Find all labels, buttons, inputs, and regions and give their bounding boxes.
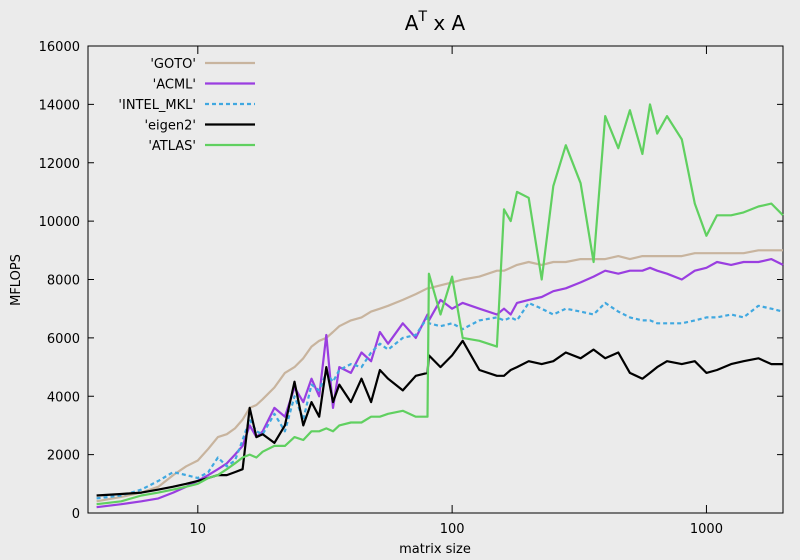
y-tick-label: 4000: [47, 390, 80, 405]
x-tick-label: 10: [190, 522, 207, 537]
y-tick-label: 10000: [39, 215, 80, 230]
legend-label: 'ATLAS': [148, 139, 196, 154]
title-base: A: [405, 11, 419, 35]
legend-label: 'ACML': [153, 78, 196, 93]
series-line: [96, 258, 784, 509]
title-rest: x A: [427, 11, 466, 35]
legend-label: 'GOTO': [150, 57, 196, 72]
series-line: [96, 339, 783, 497]
legend-label: 'eigen2': [144, 119, 196, 134]
series-line: [96, 249, 783, 503]
series-line: [96, 103, 784, 506]
chart-title: AT x A: [405, 9, 466, 35]
y-tick-label: 0: [72, 507, 80, 522]
y-tick-label: 2000: [47, 449, 80, 464]
legend-label: 'INTEL_MKL': [118, 98, 196, 113]
plot-frame: [87, 45, 784, 514]
y-tick-label: 16000: [39, 40, 80, 55]
series-line: [96, 301, 784, 500]
y-tick-label: 6000: [47, 332, 80, 347]
x-tick-label: 1000: [690, 522, 723, 537]
x-axis-label: matrix size: [399, 542, 471, 557]
y-tick-label: 12000: [39, 157, 80, 172]
y-tick-label: 8000: [47, 274, 80, 289]
title-superscript: T: [417, 9, 427, 25]
x-tick-label: 100: [440, 522, 465, 537]
y-axis-label: MFLOPS: [9, 254, 24, 306]
y-tick-label: 14000: [39, 98, 80, 113]
